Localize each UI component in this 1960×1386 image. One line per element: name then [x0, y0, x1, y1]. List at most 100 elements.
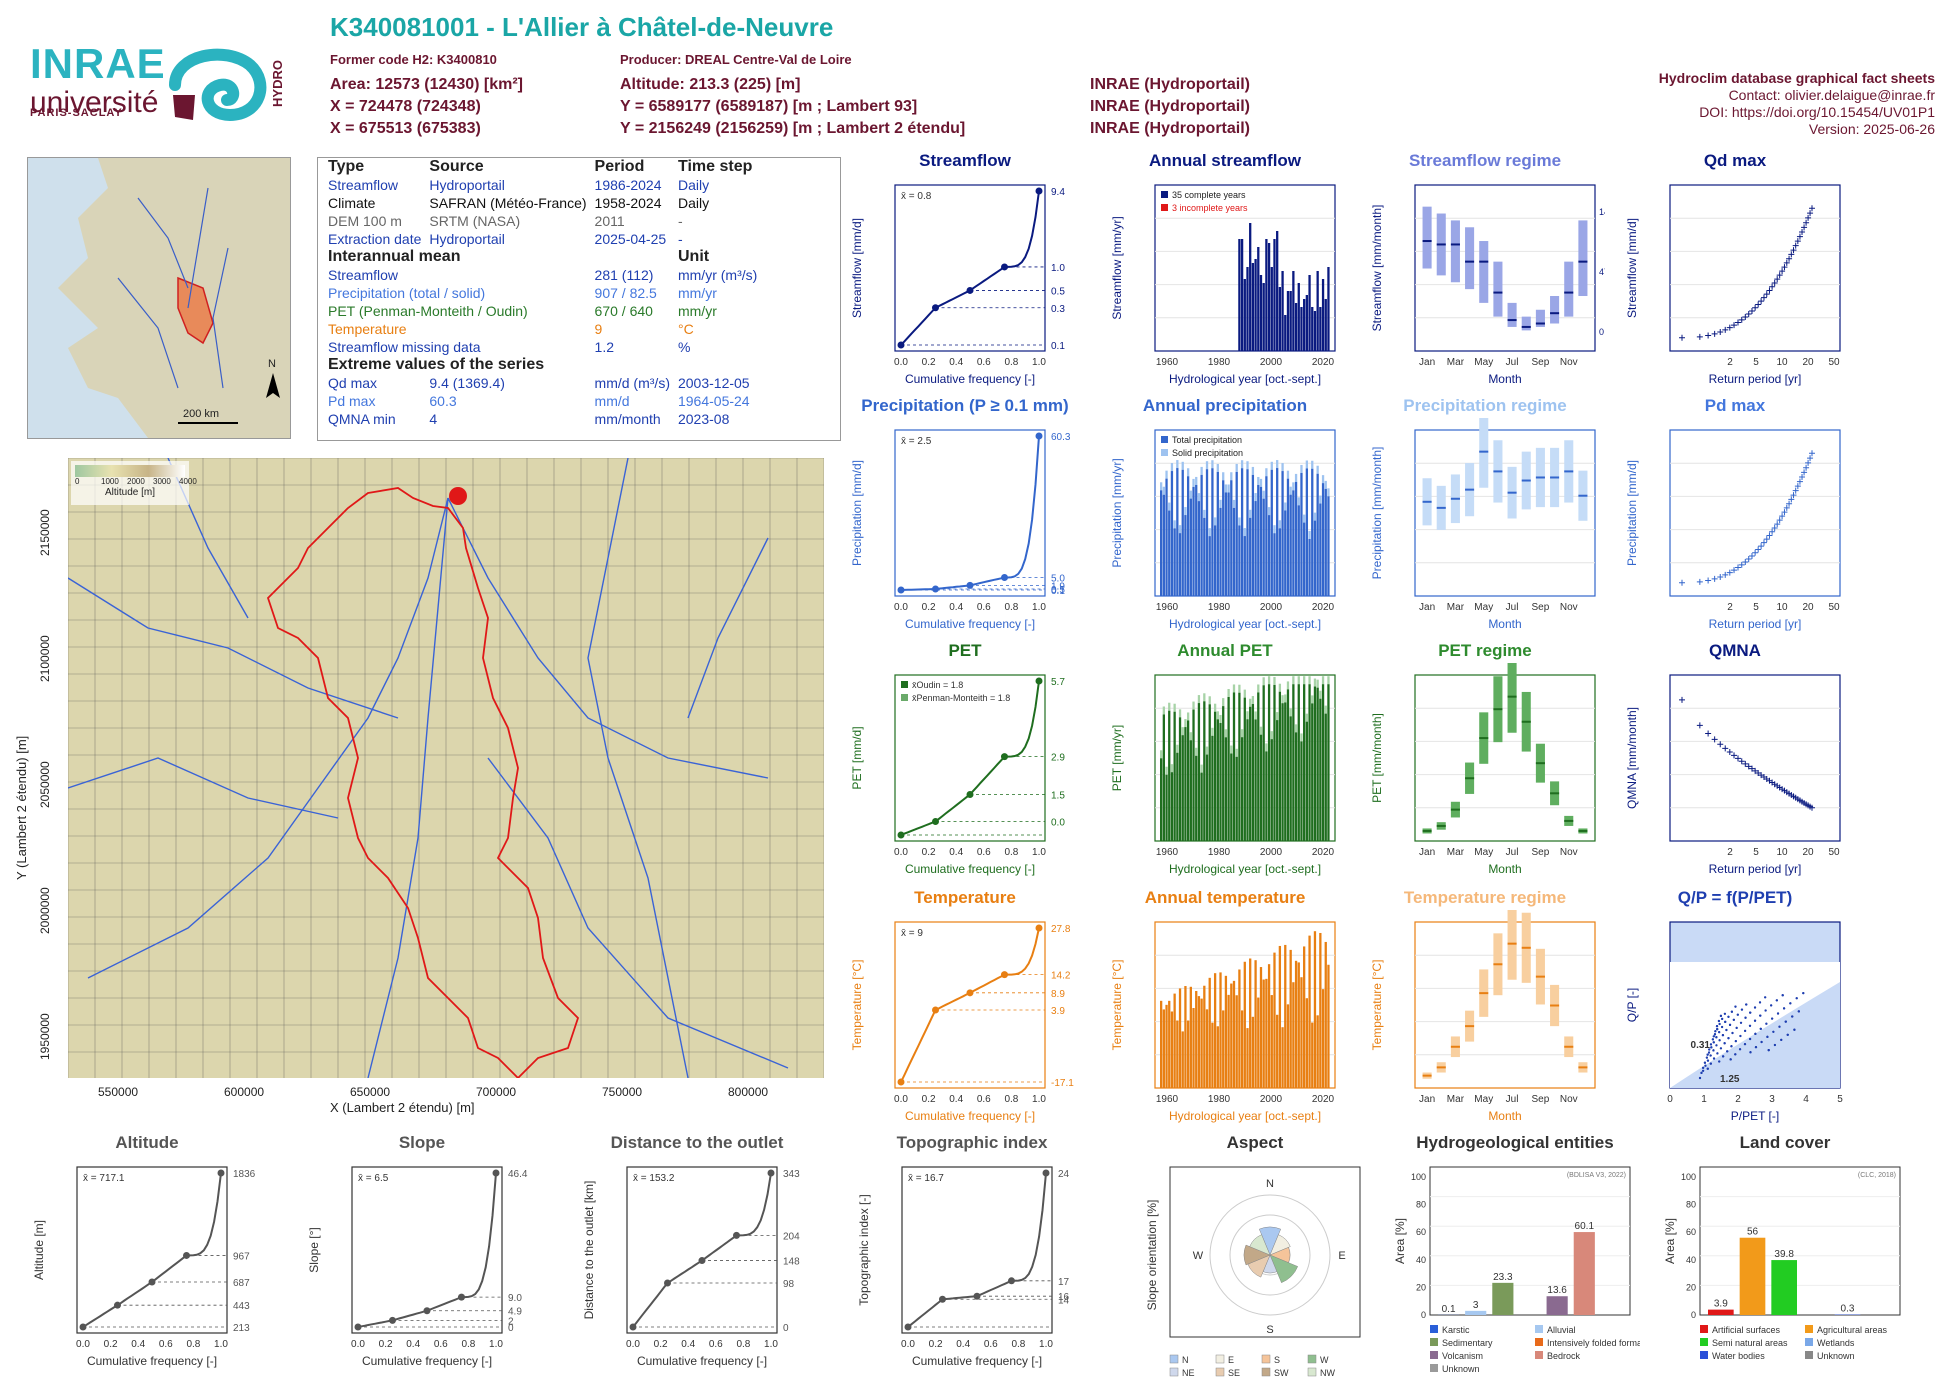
- x-axis-label: Month: [1488, 1109, 1521, 1123]
- x-tick-label: 0.2: [922, 1094, 936, 1105]
- chart-temp_regime: Temperature regime Jan Mar May Jul Sep Nov Mont…: [1365, 888, 1605, 1132]
- x-tick-label: 0.8: [736, 1339, 750, 1350]
- bar: [1311, 1022, 1314, 1088]
- bar-secondary: [1160, 482, 1163, 491]
- scatter-point: [1753, 1006, 1757, 1009]
- y-axis-label: Streamflow [mm/yr]: [1110, 216, 1124, 319]
- bar: [1308, 935, 1311, 1088]
- source-note: (CLC, 2018): [1858, 1172, 1896, 1179]
- table-row: Streamflow Hydroportail 1986-2024 Daily: [324, 176, 761, 194]
- bar: [1270, 267, 1273, 351]
- legend-label: Karstic: [1442, 1325, 1470, 1335]
- chart-title: Precipitation (P ≥ 0.1 mm): [861, 396, 1069, 415]
- table-row: QMNA min 4 mm/month 2023-08: [324, 410, 761, 428]
- bar-secondary: [1197, 695, 1201, 704]
- legend-swatch: [901, 694, 908, 701]
- x-tick-label: Jul: [1506, 847, 1519, 858]
- x-tick-label: 0.2: [922, 847, 936, 858]
- bar: [1492, 1282, 1514, 1315]
- x-tick-label: 0.2: [379, 1339, 393, 1350]
- bar: [1257, 484, 1260, 596]
- bar-secondary: [1170, 764, 1174, 773]
- table-header-row: Type Source Period Time step: [324, 158, 761, 176]
- x-tick-label: 0.2: [929, 1339, 943, 1350]
- right-value-label: 0.1: [1051, 341, 1065, 352]
- bar: [1168, 710, 1171, 841]
- quantile-point: [1008, 1277, 1015, 1285]
- y-axis-label: PET [mm/month]: [1370, 713, 1384, 803]
- bar: [1189, 986, 1192, 1088]
- x-tick-label: 1.0: [489, 1339, 503, 1350]
- bar: [1176, 468, 1179, 596]
- quantile-point: [183, 1251, 190, 1259]
- bar-secondary: [1178, 709, 1182, 718]
- compass-s: S: [1266, 1324, 1273, 1336]
- legend-label: Artificial surfaces: [1712, 1325, 1781, 1335]
- legend-swatch: [1700, 1351, 1708, 1359]
- map-xlabel: X (Lambert 2 étendu) [m]: [330, 1100, 475, 1115]
- universite-logo: université: [30, 86, 159, 119]
- scatter-point: [1707, 1051, 1711, 1054]
- quantile-point: [932, 304, 939, 312]
- bar: [1160, 1000, 1163, 1088]
- bar-secondary: [1257, 476, 1260, 485]
- legend-swatch: [1307, 1354, 1317, 1364]
- bar: [1267, 515, 1271, 596]
- right-value-label: 3.9: [1051, 1006, 1065, 1017]
- y-axis-label: Precipitation [mm/month]: [1370, 447, 1384, 580]
- chart-title: Annual precipitation: [1142, 396, 1308, 415]
- scatter-point: [1713, 1033, 1717, 1036]
- data-point: [1696, 578, 1703, 585]
- overview-map-svg: [58, 158, 290, 438]
- bar: [1286, 689, 1290, 841]
- quantile-point: [897, 586, 905, 594]
- bar: [1300, 472, 1303, 596]
- bar-secondary: [1262, 490, 1265, 499]
- bar: [1259, 967, 1263, 1088]
- bar-secondary: [1195, 747, 1198, 756]
- bar: [1327, 267, 1330, 351]
- bar: [1284, 315, 1287, 351]
- data-point: [1738, 758, 1745, 765]
- x-tick-label: 2000: [1260, 602, 1283, 613]
- bar: [1165, 1004, 1168, 1088]
- x-tick-label: 1960: [1156, 847, 1179, 858]
- bar: [1289, 494, 1292, 596]
- y-axis-label: Temperature [°C]: [1110, 960, 1124, 1051]
- right-value-label: 0: [508, 1323, 514, 1334]
- bar: [1208, 704, 1211, 841]
- data-point: [1799, 474, 1806, 481]
- bar: [1286, 478, 1290, 596]
- chart-title: Land cover: [1739, 1133, 1831, 1152]
- bar: [1308, 538, 1311, 596]
- bar-secondary: [1227, 484, 1230, 493]
- bar-secondary: [1168, 502, 1171, 511]
- chart-title: Pd max: [1704, 396, 1766, 415]
- table-cell: mm/d (m³/s): [594, 375, 670, 391]
- y-axis-label: Streamflow [mm/month]: [1370, 205, 1384, 332]
- bar: [1211, 735, 1214, 841]
- north-label: N: [268, 358, 276, 370]
- bar: [1259, 275, 1263, 351]
- scatter-point: [1764, 1009, 1767, 1012]
- scatter-point: [1749, 1051, 1752, 1054]
- scatter-point: [1718, 1039, 1721, 1042]
- chart-title: Topographic index: [896, 1133, 1048, 1152]
- quantile-point: [354, 1323, 362, 1331]
- bar: [1313, 520, 1317, 596]
- bar: [1316, 473, 1319, 596]
- regime-box: [1578, 220, 1588, 297]
- quantile-point: [966, 581, 974, 589]
- table-cell: Extraction date: [328, 231, 422, 247]
- bar-secondary: [1232, 499, 1236, 508]
- bar: [1289, 949, 1292, 1088]
- chart-svg: 2 5 10 20 50 Return period [yr] Streamflow [mm…: [1625, 184, 1841, 386]
- y-axis-label: Precipitation [mm/d]: [1625, 460, 1639, 566]
- x-axis-label: Hydrological year [oct.-sept.]: [1169, 372, 1321, 386]
- legend-label: 35 complete years: [1172, 190, 1246, 200]
- bar: [1294, 960, 1298, 1088]
- info-table-panel: Type Source Period Time step Streamflow Hydro…: [317, 157, 841, 441]
- data-point: [1794, 238, 1801, 245]
- right-value-label: 14: [1058, 1295, 1070, 1306]
- source-1: INRAE (Hydroportail): [1090, 76, 1250, 93]
